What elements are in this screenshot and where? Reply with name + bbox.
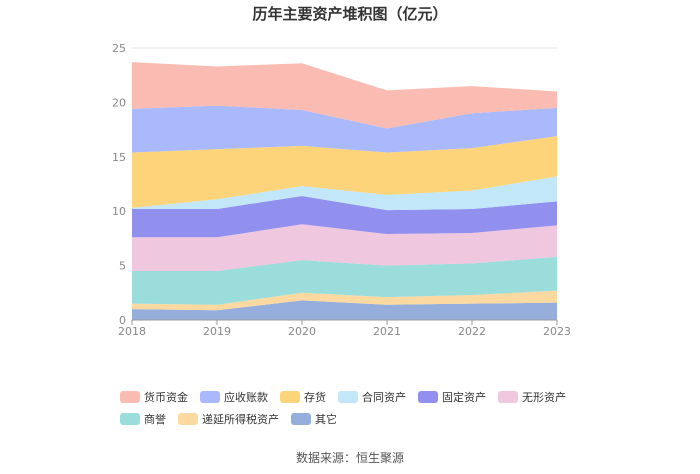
legend-swatch: [200, 391, 220, 403]
legend: 货币资金 应收账款 存货 合同资产 固定资产 无形资产商誉 递延所得税资产 其它: [120, 389, 620, 427]
legend-label: 递延所得税资产: [202, 413, 279, 426]
legend-swatch: [338, 391, 358, 403]
area-商誉: [132, 256, 557, 305]
legend-label: 货币资金: [144, 391, 188, 404]
x-tick-label: 2023: [543, 325, 571, 338]
legend-swatch: [120, 413, 140, 425]
legend-label: 合同资产: [362, 391, 406, 404]
area-存货: [132, 136, 557, 208]
legend-item-商誉[interactable]: 商誉: [120, 411, 166, 427]
area-递延所得税资产: [132, 290, 557, 311]
legend-swatch: [418, 391, 438, 403]
legend-label: 无形资产: [522, 391, 566, 404]
legend-label: 商誉: [144, 413, 166, 426]
legend-swatch: [120, 391, 140, 403]
area-合同资产: [132, 176, 557, 211]
area-货币资金: [132, 62, 557, 129]
legend-item-无形资产[interactable]: 无形资产: [498, 389, 566, 405]
legend-label: 固定资产: [442, 391, 486, 404]
legend-item-递延所得税资产[interactable]: 递延所得税资产: [178, 411, 279, 427]
legend-item-货币资金[interactable]: 货币资金: [120, 389, 188, 405]
legend-label: 其它: [315, 413, 337, 426]
y-tick-label: 0: [119, 314, 126, 327]
chart-title: 历年主要资产堆积图（亿元）: [252, 5, 448, 23]
legend-label: 应收账款: [224, 391, 268, 404]
y-tick-label: 15: [112, 151, 126, 164]
legend-item-其它[interactable]: 其它: [291, 411, 337, 427]
area-应收账款: [132, 105, 557, 153]
y-tick-label: 20: [112, 96, 126, 109]
axes: 0 5 10 15 20 25 2018 2019 2020 2021 2022 2023: [112, 42, 571, 338]
x-tick-label: 2021: [373, 325, 401, 338]
y-tick-label: 25: [112, 42, 126, 55]
legend-item-应收账款[interactable]: 应收账款: [200, 389, 268, 405]
legend-item-存货[interactable]: 存货: [280, 389, 326, 405]
data-source: 数据来源：恒生聚源: [295, 451, 404, 465]
area-其它: [132, 300, 557, 320]
stacked-area-chart: 0 5 10 15 20 25 2018 2019 2020 2021 2022 2023: [112, 42, 571, 338]
legend-swatch: [498, 391, 518, 403]
legend-item-固定资产[interactable]: 固定资产: [418, 389, 486, 405]
x-tick-label: 2022: [458, 325, 486, 338]
legend-swatch: [280, 391, 300, 403]
x-tick-label: 2018: [118, 325, 146, 338]
area-无形资产: [132, 224, 557, 272]
y-tick-label: 5: [119, 260, 126, 273]
legend-item-合同资产[interactable]: 合同资产: [338, 389, 406, 405]
legend-swatch: [291, 413, 311, 425]
legend-swatch: [178, 413, 198, 425]
area-series: [132, 62, 557, 320]
area-固定资产: [132, 195, 557, 238]
y-tick-label: 10: [112, 205, 126, 218]
x-tick-label: 2019: [203, 325, 231, 338]
x-tick-label: 2020: [288, 325, 316, 338]
legend-label: 存货: [304, 391, 326, 404]
